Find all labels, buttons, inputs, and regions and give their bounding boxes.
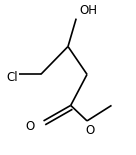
Text: OH: OH	[80, 4, 98, 17]
Text: O: O	[85, 124, 94, 137]
Text: O: O	[25, 120, 35, 133]
Text: Cl: Cl	[6, 71, 18, 84]
